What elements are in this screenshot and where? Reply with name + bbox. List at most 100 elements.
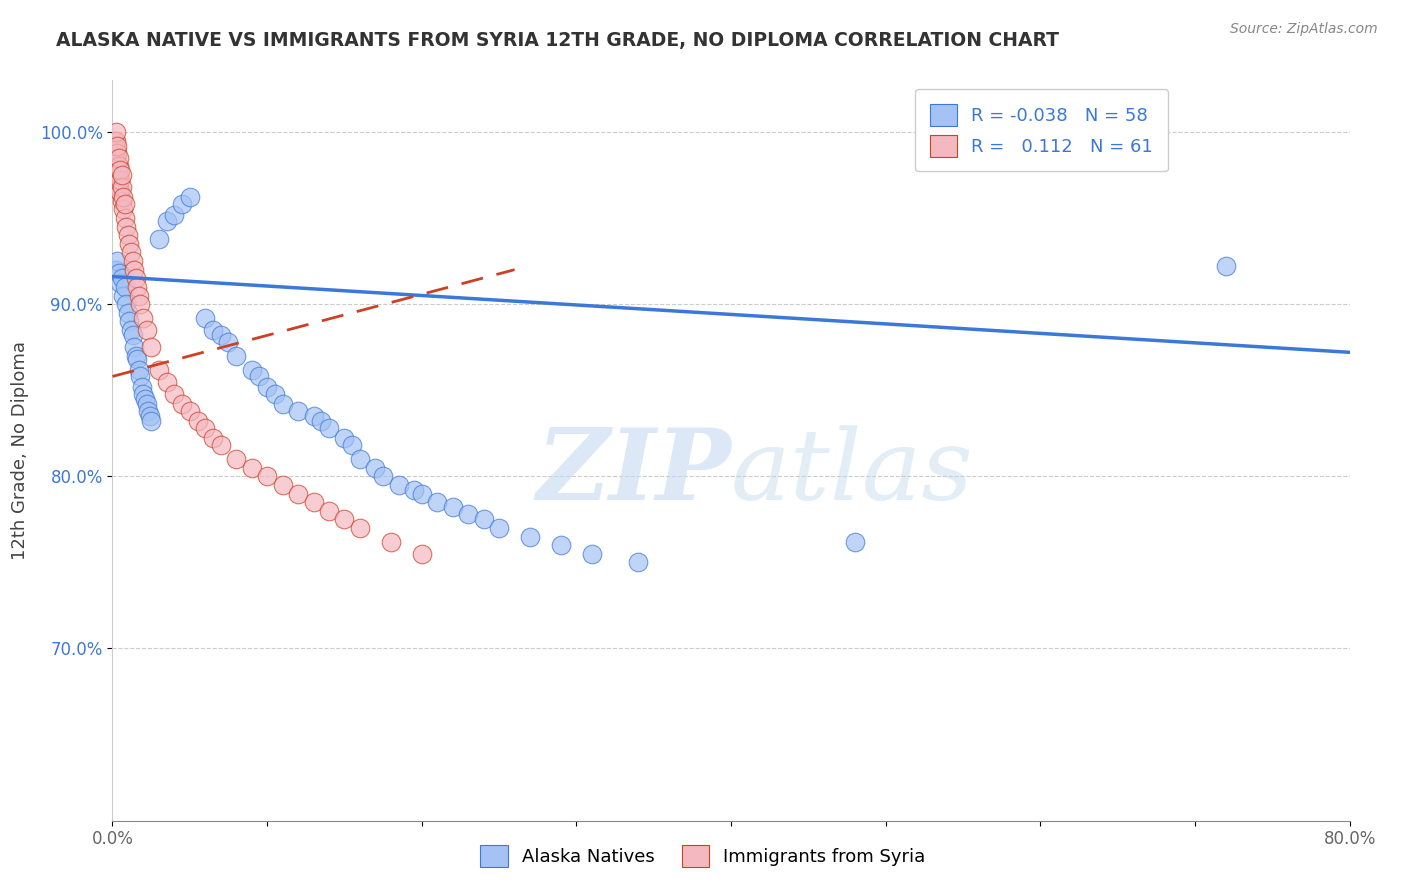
- Point: [404, 483, 426, 497]
- Point: [271, 397, 294, 411]
- Legend: Alaska Natives, Immigrants from Syria: Alaska Natives, Immigrants from Syria: [474, 838, 932, 874]
- Point: [388, 478, 411, 492]
- Point: [122, 262, 145, 277]
- Point: [110, 185, 132, 199]
- Point: [457, 507, 479, 521]
- Point: [107, 180, 129, 194]
- Point: [256, 469, 278, 483]
- Point: [333, 431, 356, 445]
- Point: [132, 310, 155, 325]
- Point: [129, 369, 152, 384]
- Point: [138, 409, 160, 423]
- Point: [103, 156, 125, 170]
- Point: [364, 460, 387, 475]
- Point: [209, 328, 232, 343]
- Point: [136, 404, 159, 418]
- Point: [225, 452, 247, 467]
- Point: [426, 495, 449, 509]
- Point: [209, 438, 232, 452]
- Point: [105, 162, 128, 177]
- Point: [148, 232, 170, 246]
- Point: [371, 469, 394, 483]
- Point: [117, 306, 139, 320]
- Point: [104, 162, 127, 177]
- Point: [349, 521, 371, 535]
- Point: [135, 323, 157, 337]
- Point: [118, 314, 141, 328]
- Point: [110, 277, 132, 291]
- Point: [217, 334, 239, 349]
- Point: [163, 386, 186, 401]
- Point: [132, 386, 155, 401]
- Point: [194, 310, 217, 325]
- Point: [134, 392, 156, 406]
- Point: [333, 512, 356, 526]
- Point: [380, 534, 402, 549]
- Point: [111, 271, 134, 285]
- Point: [103, 145, 125, 160]
- Point: [105, 145, 128, 160]
- Point: [340, 438, 363, 452]
- Text: ZIP: ZIP: [536, 425, 731, 521]
- Point: [114, 197, 136, 211]
- Point: [179, 404, 201, 418]
- Point: [135, 397, 157, 411]
- Point: [120, 323, 142, 337]
- Point: [349, 452, 371, 467]
- Point: [128, 362, 150, 376]
- Point: [148, 362, 170, 376]
- Point: [107, 266, 129, 280]
- Point: [194, 421, 217, 435]
- Point: [104, 142, 127, 156]
- Point: [111, 168, 134, 182]
- Point: [115, 297, 138, 311]
- Point: [107, 151, 129, 165]
- Point: [103, 134, 125, 148]
- Point: [202, 431, 225, 445]
- Point: [114, 211, 136, 225]
- Point: [110, 162, 132, 177]
- Point: [240, 362, 263, 376]
- Point: [1215, 259, 1237, 273]
- Point: [118, 236, 141, 251]
- Point: [104, 134, 127, 148]
- Point: [844, 534, 866, 549]
- Point: [127, 280, 149, 294]
- Point: [124, 349, 148, 363]
- Point: [107, 160, 129, 174]
- Point: [104, 125, 127, 139]
- Point: [104, 151, 127, 165]
- Point: [120, 245, 142, 260]
- Point: [519, 530, 541, 544]
- Point: [141, 340, 163, 354]
- Point: [104, 262, 127, 277]
- Point: [172, 397, 194, 411]
- Text: Source: ZipAtlas.com: Source: ZipAtlas.com: [1230, 22, 1378, 37]
- Point: [441, 500, 464, 515]
- Point: [179, 190, 201, 204]
- Point: [271, 478, 294, 492]
- Point: [309, 414, 333, 428]
- Point: [247, 369, 270, 384]
- Point: [581, 547, 603, 561]
- Point: [287, 404, 309, 418]
- Point: [111, 194, 134, 208]
- Point: [287, 486, 309, 500]
- Point: [318, 421, 340, 435]
- Point: [117, 228, 139, 243]
- Point: [472, 512, 495, 526]
- Point: [105, 173, 128, 187]
- Point: [172, 197, 194, 211]
- Point: [550, 538, 572, 552]
- Point: [163, 208, 186, 222]
- Point: [105, 254, 128, 268]
- Point: [112, 202, 135, 217]
- Point: [105, 138, 128, 153]
- Point: [131, 380, 153, 394]
- Point: [488, 521, 510, 535]
- Point: [129, 297, 152, 311]
- Point: [112, 190, 135, 204]
- Point: [202, 323, 225, 337]
- Legend: R = -0.038   N = 58, R =   0.112   N = 61: R = -0.038 N = 58, R = 0.112 N = 61: [915, 89, 1167, 171]
- Point: [112, 288, 135, 302]
